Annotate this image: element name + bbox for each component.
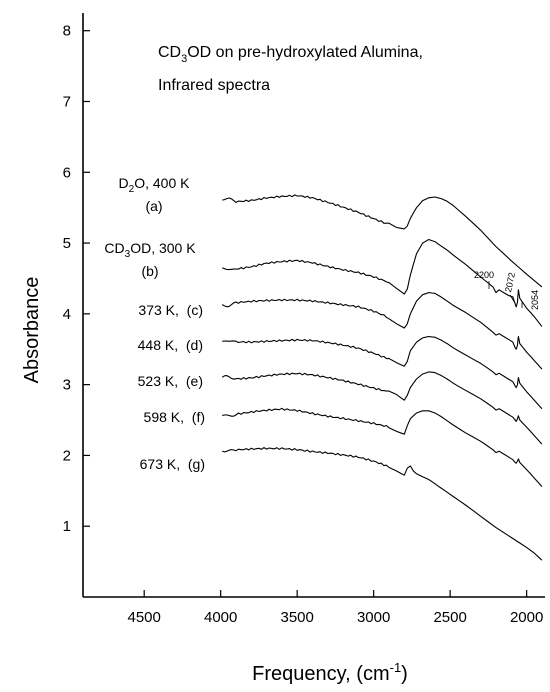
- peak-annotation-2072: 2072: [503, 272, 517, 294]
- y-tick-label: 6: [63, 164, 71, 181]
- series-line-c: [221, 292, 543, 370]
- series-line-g: [222, 447, 543, 561]
- series-line-b: [221, 238, 543, 327]
- y-axis-ticks: 1 2 3 4 5 6 7 8: [63, 23, 90, 535]
- series-label-a-letter: (a): [145, 198, 162, 214]
- x-tick-label: 4000: [204, 609, 237, 626]
- series-label-a: D2O, 400 K: [119, 175, 191, 195]
- peak-annotation-2054: 2054: [530, 290, 540, 310]
- series-line-f: [222, 407, 543, 487]
- series-lines: [221, 194, 543, 561]
- series-line-d: [222, 335, 543, 410]
- x-tick-label: 3000: [357, 609, 390, 626]
- chart-title-line1: CD3OD on pre-hydroxylated Alumina,: [158, 44, 423, 65]
- y-tick-label: 4: [63, 306, 71, 323]
- y-axis-label: Absorbance: [21, 277, 43, 384]
- y-tick-label: 2: [63, 447, 71, 464]
- series-label-b-letter: (b): [141, 263, 158, 279]
- series-line-a: [222, 194, 543, 288]
- series-line-e: [221, 371, 543, 445]
- chart-title-line2: Infrared spectra: [158, 77, 270, 94]
- x-tick-label: 2500: [433, 609, 466, 626]
- series-label-d: 448 K, (d): [138, 337, 203, 353]
- y-tick-label: 8: [63, 23, 71, 40]
- y-tick-label: 3: [63, 377, 71, 394]
- y-tick-label: 5: [63, 235, 71, 252]
- series-label-b: CD3OD, 300 K: [104, 240, 196, 260]
- series-label-f: 598 K, (f): [144, 409, 205, 425]
- y-tick-label: 7: [63, 93, 71, 110]
- series-label-e: 523 K, (e): [138, 373, 203, 389]
- peak-2072-leader: [509, 294, 516, 304]
- peak-annotation-2200: 2200: [474, 270, 494, 280]
- series-label-c: 373 K, (c): [138, 302, 203, 318]
- x-axis-ticks: 4500 4000 3500 3000 2500 2000: [128, 590, 543, 626]
- y-tick-label: 1: [63, 518, 71, 535]
- x-tick-label: 4500: [128, 609, 161, 626]
- x-tick-label: 3500: [280, 609, 313, 626]
- x-tick-label: 2000: [510, 609, 543, 626]
- x-axis-label: Frequency, (cm-1): [252, 660, 408, 685]
- series-label-g: 673 K, (g): [140, 456, 205, 472]
